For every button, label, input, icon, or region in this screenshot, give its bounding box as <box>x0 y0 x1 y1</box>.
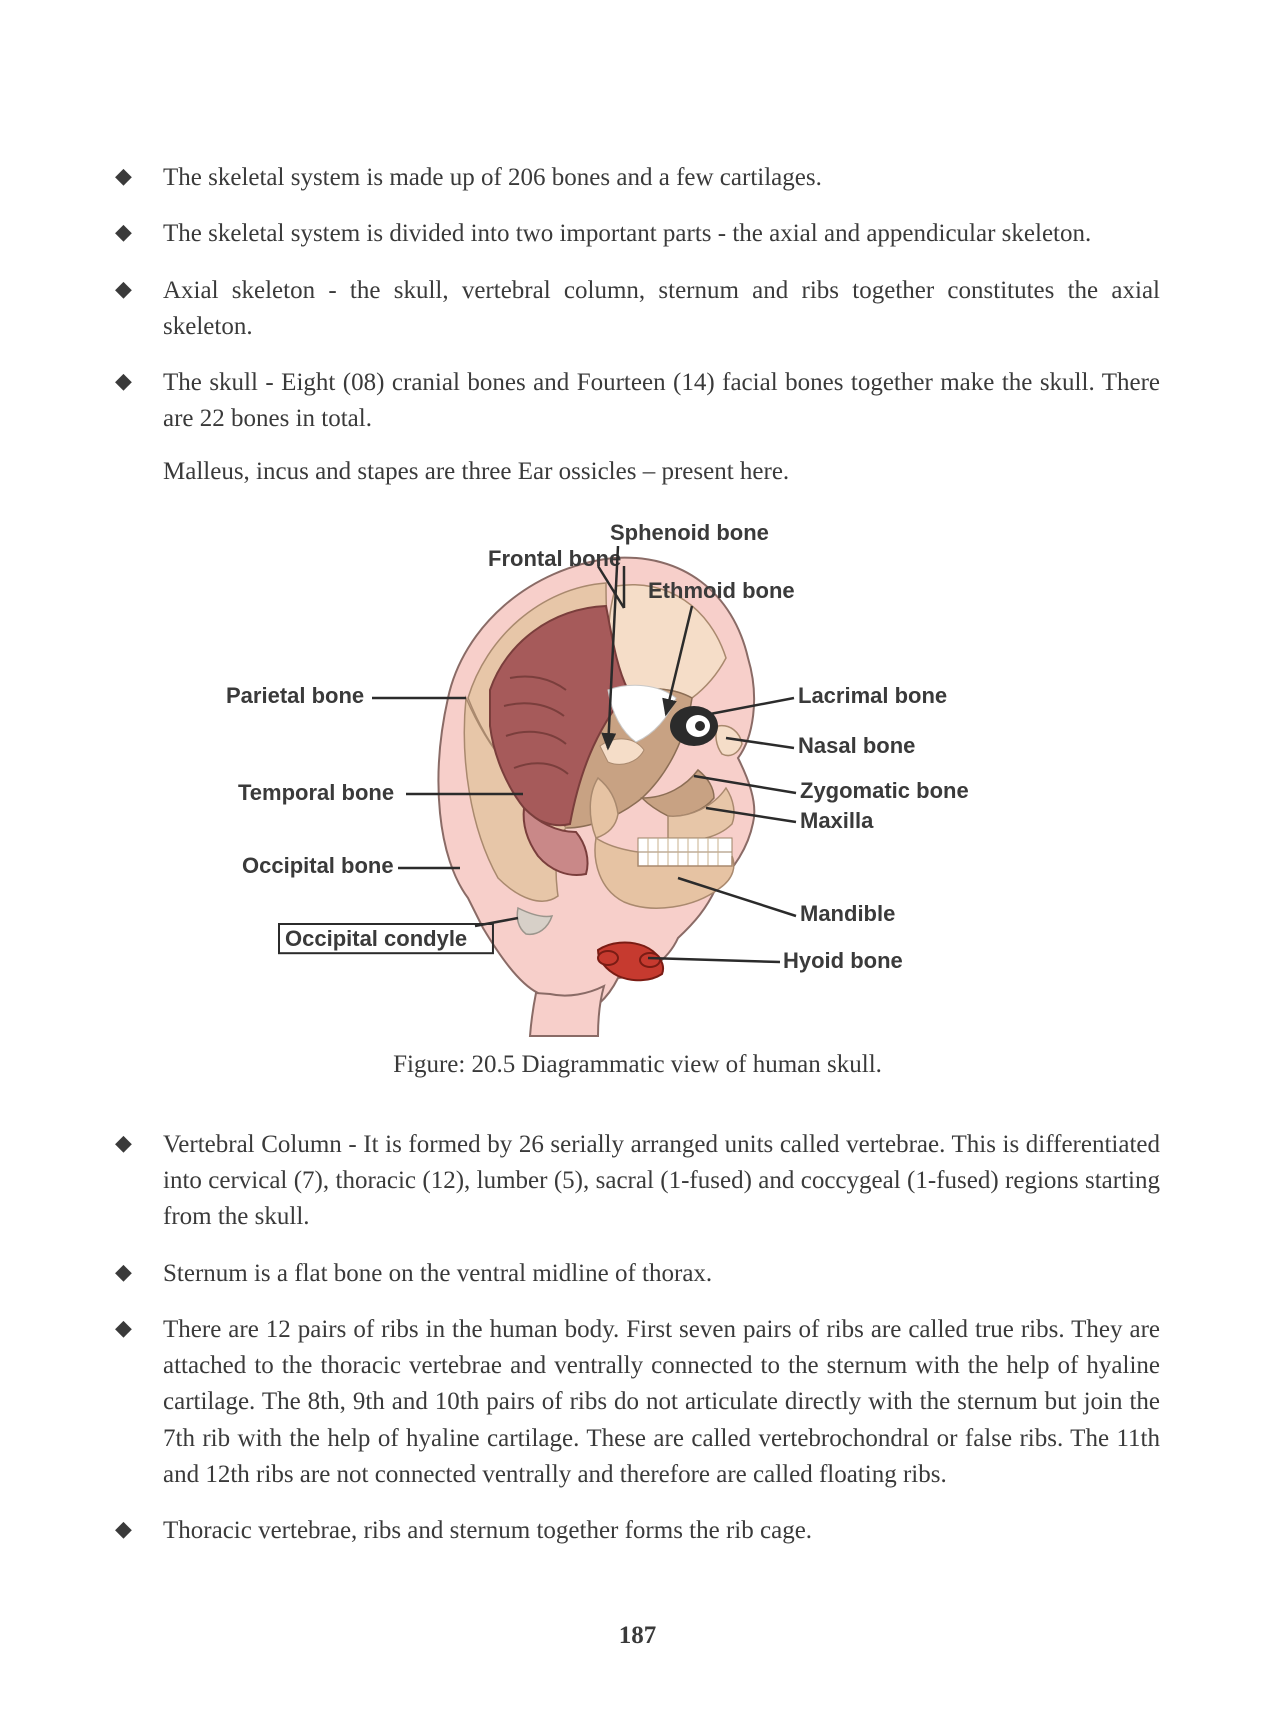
bullet-item: The skull - Eight (08) cranial bones and… <box>115 365 1160 438</box>
bullet-item: Vertebral Column - It is formed by 26 se… <box>115 1127 1160 1236</box>
diagram-label: Zygomatic bone <box>800 778 969 803</box>
page: The skeletal system is made up of 206 bo… <box>0 0 1275 1710</box>
bottom-bullet-list: Vertebral Column - It is formed by 26 se… <box>115 1127 1160 1550</box>
eye-socket <box>670 706 718 746</box>
skull-figure: Frontal bone Parietal bone Temporal bone Oc… <box>115 518 1160 1079</box>
diagram-label: Temporal bone <box>238 780 394 805</box>
diagram-label: Mandible <box>800 901 895 926</box>
bullet-item: Sternum is a flat bone on the ventral mi… <box>115 1256 1160 1292</box>
bullet-item: Axial skeleton - the skull, vertebral co… <box>115 273 1160 346</box>
bullet-item: The skeletal system is divided into two … <box>115 216 1160 252</box>
figure-caption: Figure: 20.5 Diagrammatic view of human … <box>115 1051 1160 1079</box>
diagram-label: Maxilla <box>800 808 874 833</box>
sub-line: Malleus, incus and stapes are three Ear … <box>115 454 1160 490</box>
teeth <box>638 838 732 866</box>
diagram-label: Ethmoid bone <box>648 578 795 603</box>
top-bullet-list: The skeletal system is made up of 206 bo… <box>115 160 1160 438</box>
diagram-label: Occipital bone <box>242 853 394 878</box>
diagram-label: Parietal bone <box>226 683 364 708</box>
diagram-label: Frontal bone <box>488 546 621 571</box>
bullet-item: The skeletal system is made up of 206 bo… <box>115 160 1160 196</box>
diagram-label: Nasal bone <box>798 733 915 758</box>
page-number: 187 <box>0 1622 1275 1650</box>
bullet-item: There are 12 pairs of ribs in the human … <box>115 1312 1160 1493</box>
bullet-item: Thoracic vertebrae, ribs and sternum tog… <box>115 1513 1160 1549</box>
skull-diagram-svg: Frontal bone Parietal bone Temporal bone Oc… <box>198 518 1078 1038</box>
diagram-label: Sphenoid bone <box>610 520 769 545</box>
diagram-label: Hyoid bone <box>783 948 903 973</box>
diagram-label: Lacrimal bone <box>798 683 947 708</box>
diagram-label: Occipital condyle <box>285 926 467 951</box>
